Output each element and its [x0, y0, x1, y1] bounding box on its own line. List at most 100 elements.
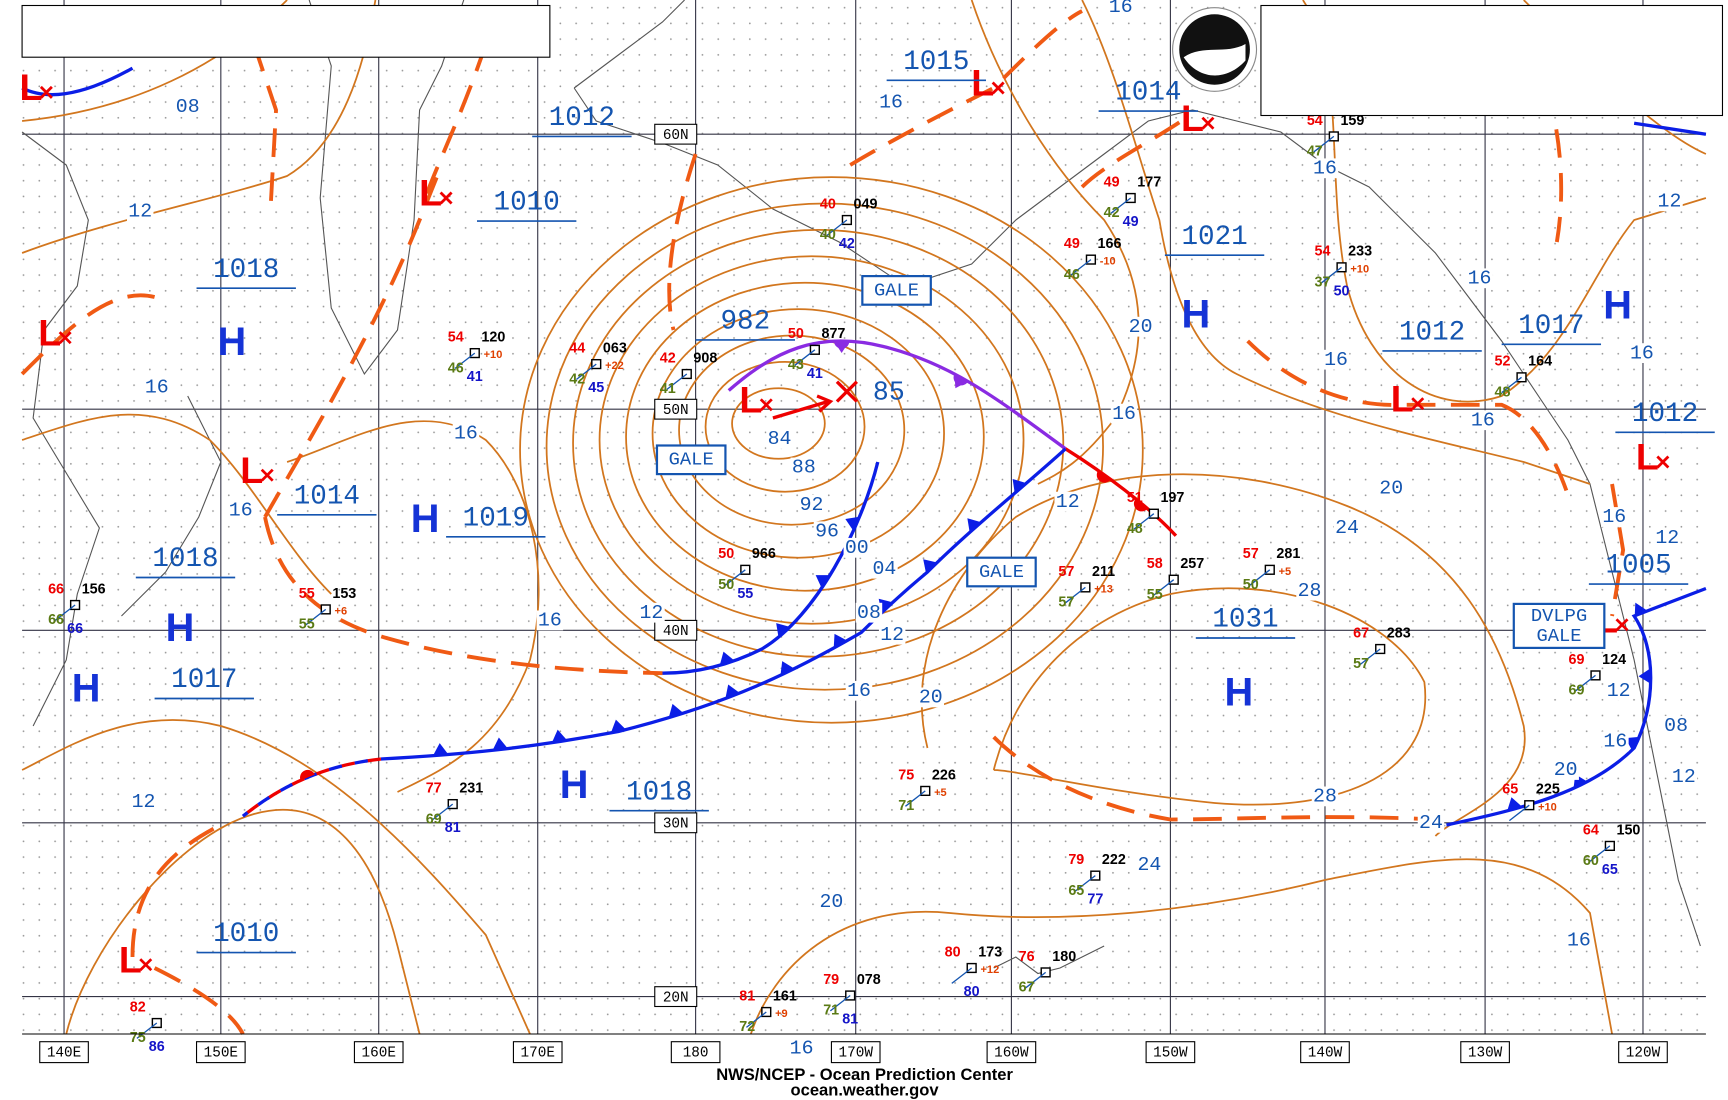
lat-label-box	[654, 986, 698, 1008]
station-temp: 79	[823, 972, 839, 988]
station-tend: +13	[1094, 584, 1113, 596]
high-center: H	[1603, 284, 1632, 328]
isobar-label: 16	[879, 91, 903, 114]
isobar-label: 12	[1056, 490, 1080, 513]
station-dew: 69	[426, 811, 442, 827]
warning-label: GALE	[979, 561, 1024, 583]
station-temp: 76	[1019, 949, 1035, 965]
wind-barb	[904, 790, 926, 807]
wind-barb	[575, 363, 597, 381]
isobar-label-bg	[1662, 716, 1690, 736]
isobar-label: 12	[1672, 765, 1696, 788]
lon-label: 150W	[1153, 1045, 1188, 1061]
isobar-label: 16	[847, 679, 871, 702]
isobar-label-bg	[126, 201, 154, 222]
front-symbol	[1625, 736, 1640, 751]
low-center: L	[419, 172, 442, 214]
isobar-label-bg	[1417, 812, 1445, 833]
warning-word: GALE	[1537, 625, 1582, 647]
station-temp: 75	[898, 767, 914, 783]
station-pres: 078	[857, 972, 881, 988]
station-tend: +22	[605, 360, 624, 372]
isobar-label: 28	[1313, 785, 1337, 808]
isobar-label: 16	[1471, 408, 1495, 431]
footer-line: ocean.weather.gov	[791, 1081, 940, 1100]
forecast-x	[835, 380, 858, 403]
lon-label-box	[39, 1041, 89, 1064]
low-x	[139, 958, 153, 972]
wind-barb	[1501, 376, 1522, 394]
lon-label-box	[1300, 1041, 1350, 1064]
isobar-label-bg	[788, 1038, 815, 1059]
high-center: H	[166, 606, 195, 650]
front-symbols	[300, 341, 1651, 811]
pressure-label: 1005	[1605, 551, 1671, 582]
station-dew: 55	[1147, 587, 1163, 603]
isobar-label: 16	[454, 422, 478, 445]
noaa-logo	[1172, 7, 1258, 92]
warning-label: GALE	[669, 449, 714, 471]
pressure-label: 1018	[213, 255, 279, 286]
station-pres: 120	[481, 329, 505, 345]
isobar-label: 16	[790, 1037, 814, 1060]
station-temp: 57	[1058, 564, 1074, 580]
station-marker	[1085, 254, 1097, 265]
station-temp: 42	[660, 350, 676, 366]
lon-label: 170W	[839, 1045, 874, 1061]
station-dew: 46	[448, 360, 464, 376]
isobar-label-bg	[1670, 766, 1698, 787]
isobar-label: 20	[919, 686, 943, 709]
high-center: H	[1225, 671, 1254, 715]
isobar-label-bg	[1333, 518, 1361, 538]
wind-barb	[1025, 971, 1047, 989]
low-x	[1656, 455, 1670, 469]
station-dew: 72	[739, 1019, 755, 1035]
station-temp: 51	[1127, 490, 1143, 506]
station-dew: 71	[823, 1003, 839, 1019]
station-sea: 81	[445, 820, 461, 836]
isobar-label-bg	[1628, 343, 1656, 363]
isobar-label-bg	[227, 500, 254, 521]
isobar-label-bg	[536, 610, 564, 631]
low-center: L	[119, 938, 142, 980]
station-sea: 81	[842, 1011, 858, 1027]
lat-label: 60N	[663, 128, 689, 144]
isobar-label: 24	[1137, 853, 1161, 876]
station-sea: 55	[737, 586, 753, 602]
high-center: H	[1181, 292, 1210, 336]
isobar-label: 16	[1567, 929, 1591, 952]
warning-box	[655, 444, 727, 476]
isobar-label-bg	[1127, 316, 1154, 337]
lon-label-box	[1618, 1041, 1668, 1064]
isobar-label: 16	[1630, 341, 1654, 364]
station-pres: 281	[1276, 546, 1300, 562]
station-sea: 66	[67, 621, 83, 637]
lon-label: 130W	[1468, 1045, 1503, 1061]
station-pres: 049	[854, 196, 878, 212]
isobar-label-bg	[1311, 786, 1339, 807]
isobar-label: 84	[768, 427, 792, 450]
station-pres: 257	[1180, 556, 1204, 572]
high-center: H	[560, 763, 589, 807]
isobar-label-bg	[1322, 349, 1350, 370]
station-temp: 82	[130, 999, 146, 1015]
isobar-label-bg	[1311, 158, 1339, 179]
station-pres: 156	[82, 581, 106, 597]
pressure-label: 1031	[1212, 605, 1278, 636]
low-x	[1615, 618, 1629, 632]
isobar-label-bg	[1601, 507, 1628, 527]
isobar-label-bg	[1110, 403, 1138, 424]
station-pres: 063	[603, 340, 627, 356]
front-symbol	[833, 341, 850, 349]
station-sea: 41	[467, 369, 483, 385]
isobar-ring	[625, 281, 985, 592]
lon-label: 150E	[204, 1045, 238, 1061]
lat-label-box	[654, 619, 698, 641]
station-pres: 908	[693, 350, 717, 366]
lon-label-box	[670, 1041, 721, 1064]
pressure-label: 1015	[903, 47, 969, 78]
wind-barb	[454, 352, 476, 370]
isobar-label-bg	[878, 624, 906, 645]
station-dew: 48	[1495, 384, 1511, 400]
